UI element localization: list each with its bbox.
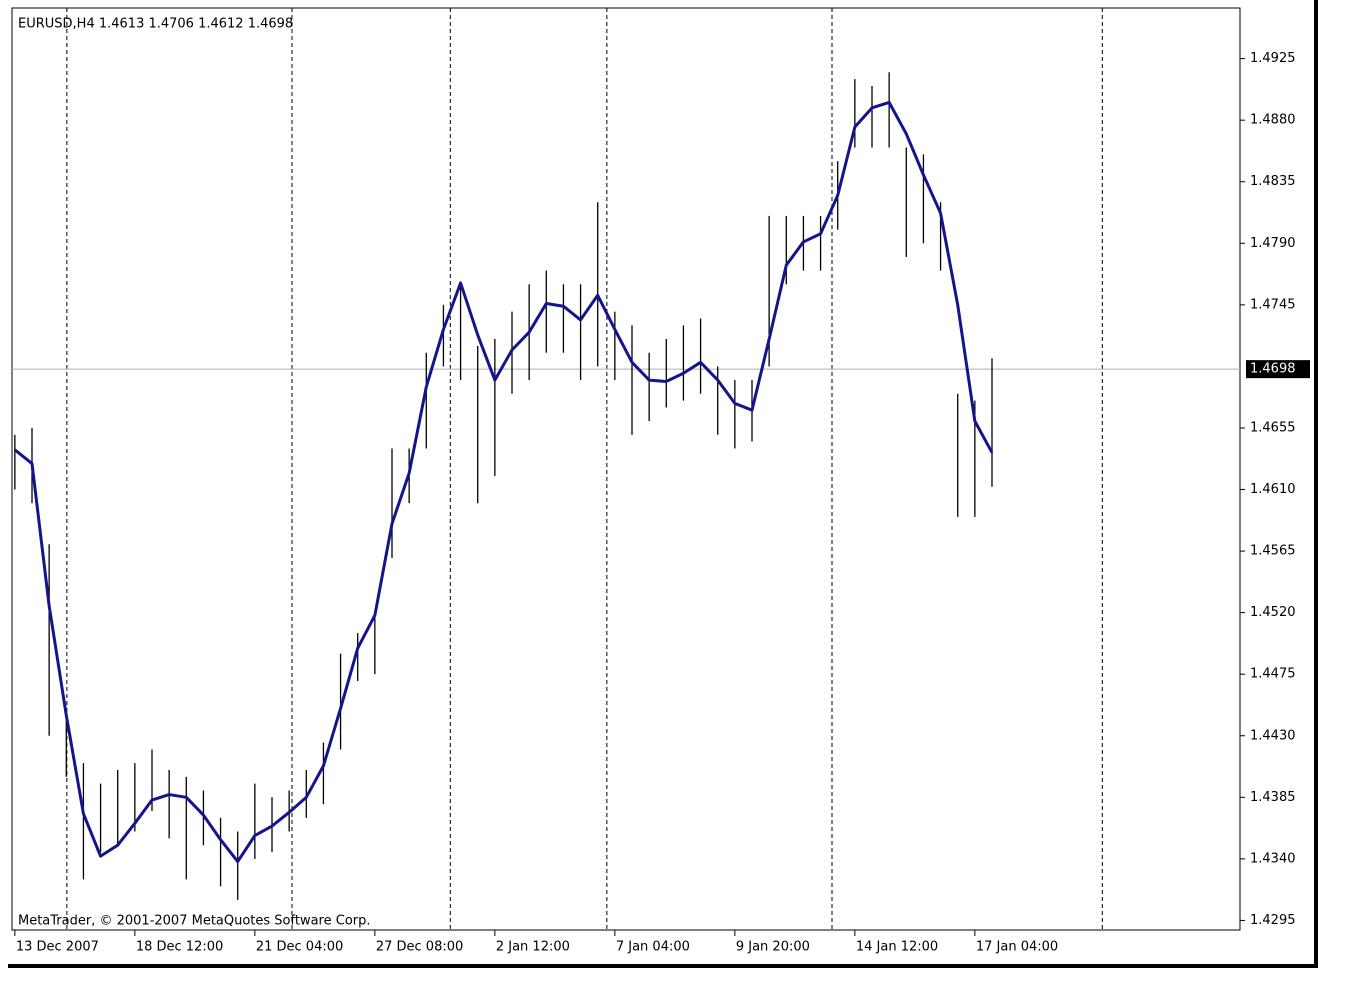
chart-title: EURUSD,H4 1.4613 1.4706 1.4612 1.4698 (18, 17, 293, 32)
plot-border (11, 7, 1241, 931)
y-tick-label: 1.4520 (1250, 605, 1296, 620)
y-tick-label: 1.4385 (1250, 790, 1296, 805)
x-tick-label: 7 Jan 04:00 (616, 940, 690, 955)
x-tick-label: 18 Dec 12:00 (136, 940, 223, 955)
y-tick-label: 1.4790 (1250, 236, 1296, 251)
price-label-bg (1246, 360, 1310, 379)
x-tick-label: 9 Jan 20:00 (736, 940, 810, 955)
x-tick-label: 27 Dec 08:00 (376, 940, 463, 955)
copyright: MetaTrader, © 2001-2007 MetaQuotes Softw… (18, 914, 371, 929)
y-tick-label: 1.4565 (1250, 544, 1296, 559)
x-tick-label: 14 Jan 12:00 (856, 940, 938, 955)
price-label: 1.4698 (1250, 362, 1296, 377)
y-tick-label: 1.4925 (1250, 51, 1296, 66)
x-tick-label: 21 Dec 04:00 (256, 940, 343, 955)
y-tick-label: 1.4475 (1250, 667, 1296, 682)
x-tick-label: 13 Dec 2007 (16, 940, 99, 955)
x-tick-label: 2 Jan 12:00 (496, 940, 570, 955)
y-tick-label: 1.4880 (1250, 113, 1296, 128)
y-tick-label: 1.4745 (1250, 297, 1296, 312)
moving-average (13, 100, 994, 864)
y-tick-label: 1.4835 (1250, 174, 1296, 189)
y-tick-label: 1.4430 (1250, 728, 1296, 743)
y-tick-label: 1.4655 (1250, 420, 1296, 435)
y-tick-label: 1.4295 (1250, 913, 1296, 928)
y-tick-label: 1.4610 (1250, 482, 1296, 497)
x-tick-label: 17 Jan 04:00 (976, 940, 1058, 955)
y-tick-label: 1.4340 (1250, 851, 1296, 866)
